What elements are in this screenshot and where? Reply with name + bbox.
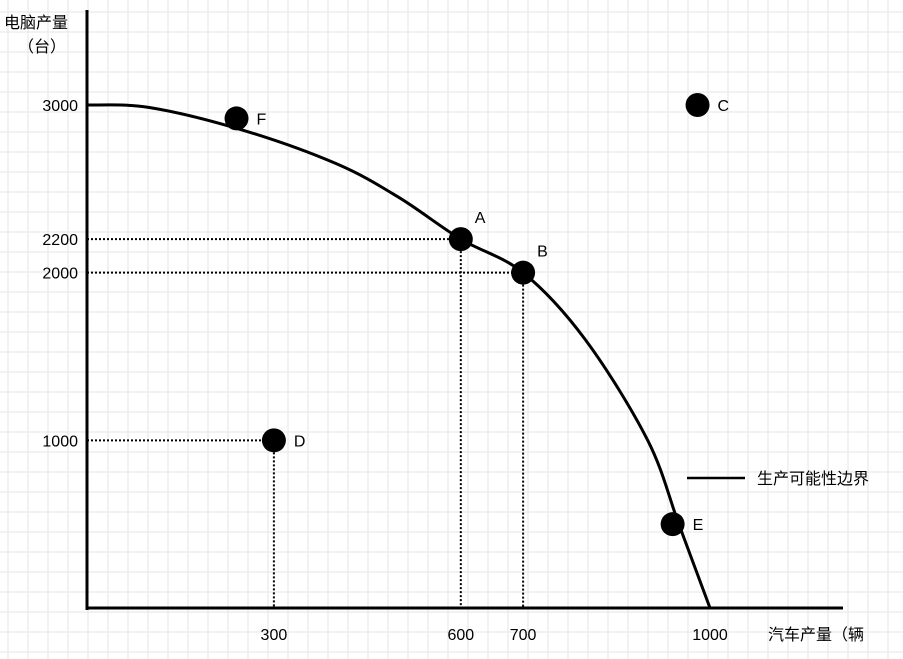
- point-e: [660, 512, 685, 537]
- y-tick-label: 2200: [42, 232, 78, 249]
- curve-legend-label: 生产可能性边界: [757, 469, 869, 488]
- data-points: F C A B D E: [224, 93, 730, 537]
- ppf-curve: [86, 103, 712, 609]
- x-axis-label: 汽车产量（辆: [768, 625, 864, 644]
- point-label: B: [537, 244, 548, 261]
- point-label: C: [718, 98, 730, 115]
- point-f: [224, 106, 249, 131]
- point-c: [685, 93, 710, 117]
- y-tick-label: 3000: [42, 98, 78, 115]
- y-axis-label-line1: 电脑产量: [4, 13, 68, 32]
- y-tick-label: 2000: [42, 266, 78, 283]
- point-label: D: [294, 433, 306, 450]
- x-tick-label: 700: [510, 627, 537, 644]
- point-label: F: [257, 111, 267, 128]
- tick-labels: 1000 2000 2200 3000 300 600 700 1000: [42, 98, 727, 644]
- point-d: [261, 428, 286, 453]
- x-tick-label: 300: [261, 627, 288, 644]
- point-label: A: [475, 210, 486, 227]
- y-tick-label: 1000: [42, 433, 78, 450]
- x-tick-label: 600: [447, 627, 474, 644]
- point-a: [448, 227, 473, 252]
- dotted-guides: [87, 238, 525, 608]
- point-b: [511, 260, 536, 285]
- x-tick-label: 1000: [692, 627, 728, 644]
- y-axis-label-line2: （台）: [18, 37, 66, 56]
- point-label: E: [693, 517, 704, 534]
